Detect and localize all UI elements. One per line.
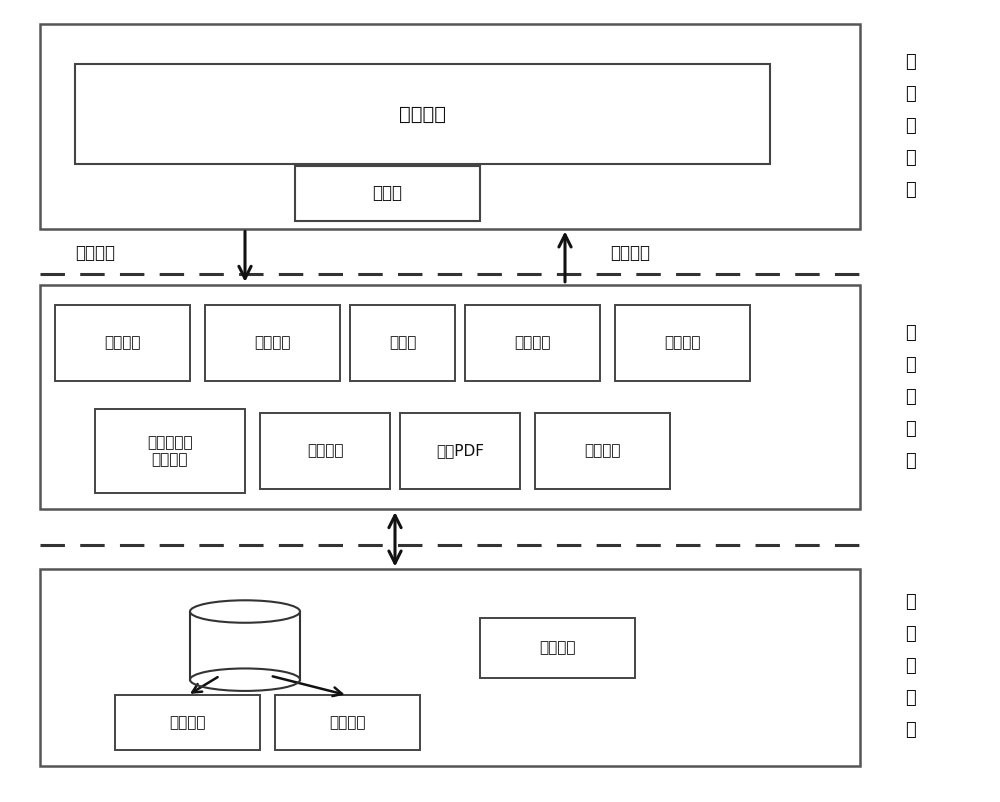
Text: 业: 业 — [905, 324, 915, 342]
Bar — [40, 569, 860, 766]
Text: 图模校验: 图模校验 — [104, 335, 141, 350]
Bar — [40, 24, 860, 229]
Bar — [115, 695, 260, 750]
Bar — [275, 695, 420, 750]
Bar — [95, 409, 245, 493]
Text: 界面显示: 界面显示 — [399, 105, 446, 124]
Text: 用户管理: 用户管理 — [664, 335, 701, 350]
Text: 层: 层 — [905, 452, 915, 470]
Ellipse shape — [190, 669, 300, 691]
Text: 底: 底 — [905, 593, 915, 610]
Text: 面: 面 — [905, 149, 915, 167]
Text: 辑: 辑 — [905, 420, 915, 438]
Bar — [55, 305, 190, 381]
Bar — [615, 305, 750, 381]
Text: 务: 务 — [905, 356, 915, 374]
Text: 层: 层 — [905, 721, 915, 739]
Bar — [190, 612, 300, 680]
Text: 系统设置: 系统设置 — [307, 444, 343, 459]
Text: 联络图: 联络图 — [389, 335, 416, 350]
Text: 数据存储: 数据存储 — [329, 715, 366, 730]
Text: 用户操作: 用户操作 — [75, 244, 115, 261]
Text: 界: 界 — [905, 117, 915, 135]
Ellipse shape — [190, 600, 300, 622]
Text: 手动调整: 手动调整 — [584, 444, 621, 459]
Text: 操: 操 — [905, 657, 915, 674]
Text: 层: 层 — [905, 181, 915, 199]
Text: 作: 作 — [905, 689, 915, 707]
Text: 层: 层 — [905, 625, 915, 642]
Bar — [535, 413, 670, 489]
Text: 统计分析: 统计分析 — [514, 335, 551, 350]
Text: 导出PDF: 导出PDF — [436, 444, 484, 459]
Text: 信号槽: 信号槽 — [372, 184, 402, 202]
Text: 逻: 逻 — [905, 388, 915, 406]
Text: 生成控制类
设备简图: 生成控制类 设备简图 — [147, 435, 193, 468]
Bar — [260, 413, 390, 489]
Ellipse shape — [190, 600, 300, 622]
Text: 系统响应: 系统响应 — [610, 244, 650, 261]
Bar — [205, 305, 340, 381]
Text: 自动成图: 自动成图 — [254, 335, 291, 350]
Text: 数据采集: 数据采集 — [169, 715, 206, 730]
Text: 户: 户 — [905, 85, 915, 103]
Bar — [480, 618, 635, 678]
Bar — [40, 285, 860, 509]
Text: 底层算法: 底层算法 — [539, 640, 576, 655]
Bar — [465, 305, 600, 381]
Bar — [400, 413, 520, 489]
Bar — [350, 305, 455, 381]
Bar — [295, 166, 480, 221]
Text: 用: 用 — [905, 53, 915, 71]
Bar — [75, 64, 770, 164]
